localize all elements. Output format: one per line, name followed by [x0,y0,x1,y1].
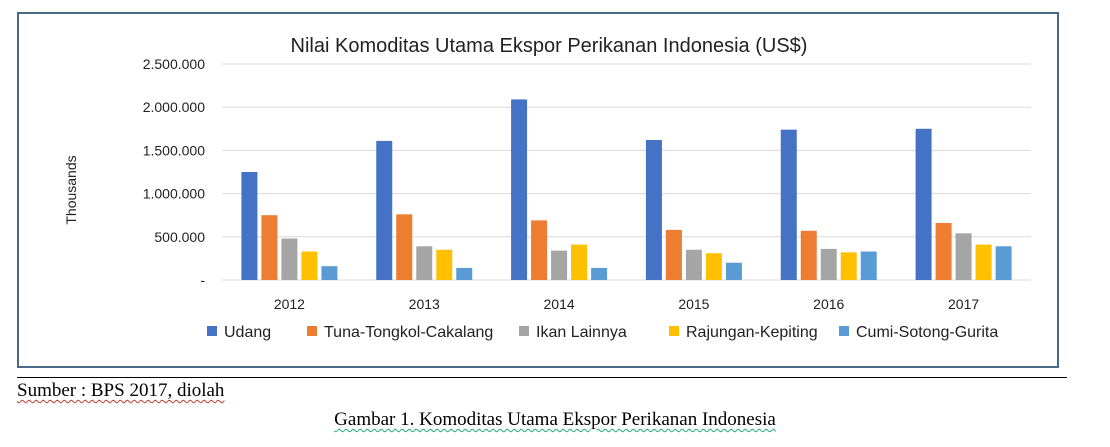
chart-title: Nilai Komoditas Utama Ekspor Perikanan I… [291,35,808,57]
bar [376,140,393,280]
x-tick-label: 2016 [813,296,844,312]
bar [840,252,857,280]
bar [800,230,817,280]
bar [860,251,877,280]
bar [261,215,278,280]
bar [591,267,608,280]
y-tick-label: 500.000 [154,229,205,245]
figure-caption: Gambar 1. Komoditas Utama Ekspor Perikan… [334,409,776,430]
bar [321,266,338,280]
legend: Udang Tuna-Tongkol-Cakalang Ikan Lainnya Ra… [207,324,998,341]
bar [241,172,258,280]
bar [705,253,722,280]
bar-chart: Nilai Komoditas Utama Ekspor Perikanan I… [63,35,1031,341]
x-tick-label: 2012 [274,296,305,312]
y-axis-ticks: - 500.000 1.000.000 1.500.000 2.000.000 2.500… [143,56,206,288]
legend-label: Rajungan-Kepiting [686,324,818,341]
legend-swatch [669,326,679,336]
bar [645,140,662,280]
bar [396,214,413,280]
legend-swatch [307,326,317,336]
x-axis-ticks: 2012 2013 2014 2015 2016 2017 [274,296,980,312]
legend-label: Cumi-Sotong-Gurita [856,324,998,341]
chart-frame: Nilai Komoditas Utama Ekspor Perikanan I… [17,12,1059,368]
bar [955,233,972,280]
bar [725,262,742,280]
x-tick-label: 2017 [948,296,979,312]
bar [571,244,588,280]
bar [456,267,473,280]
bar [995,246,1012,280]
bar [436,249,453,280]
y-axis-label: Thousands [63,155,79,224]
y-tick-label: 1.500.000 [143,142,205,158]
legend-swatch [519,326,529,336]
y-tick-label: 2.000.000 [143,99,205,115]
y-tick-label: 2.500.000 [143,56,205,72]
legend-label: Ikan Lainnya [536,324,627,341]
source-divider [17,377,1067,378]
bar [416,246,433,280]
y-tick-label: - [200,272,205,288]
legend-label: Tuna-Tongkol-Cakalang [324,324,493,341]
gridlines [222,63,1031,281]
source-note: Sumber : BPS 2017, diolah [17,380,225,401]
bar [665,229,682,280]
bar [511,99,528,280]
legend-swatch [207,326,217,336]
bar [281,238,298,280]
bar [301,251,318,280]
bar [551,250,568,280]
x-tick-label: 2014 [544,296,575,312]
bars [241,99,1012,280]
bar [975,244,992,280]
bar [685,249,702,280]
bar [780,129,797,280]
bar [531,220,548,280]
x-tick-label: 2013 [409,296,440,312]
bar [935,222,952,280]
x-tick-label: 2015 [678,296,709,312]
legend-swatch [839,326,849,336]
bar [915,128,932,280]
legend-label: Udang [224,324,271,341]
y-tick-label: 1.000.000 [143,186,205,202]
bar [820,248,837,280]
